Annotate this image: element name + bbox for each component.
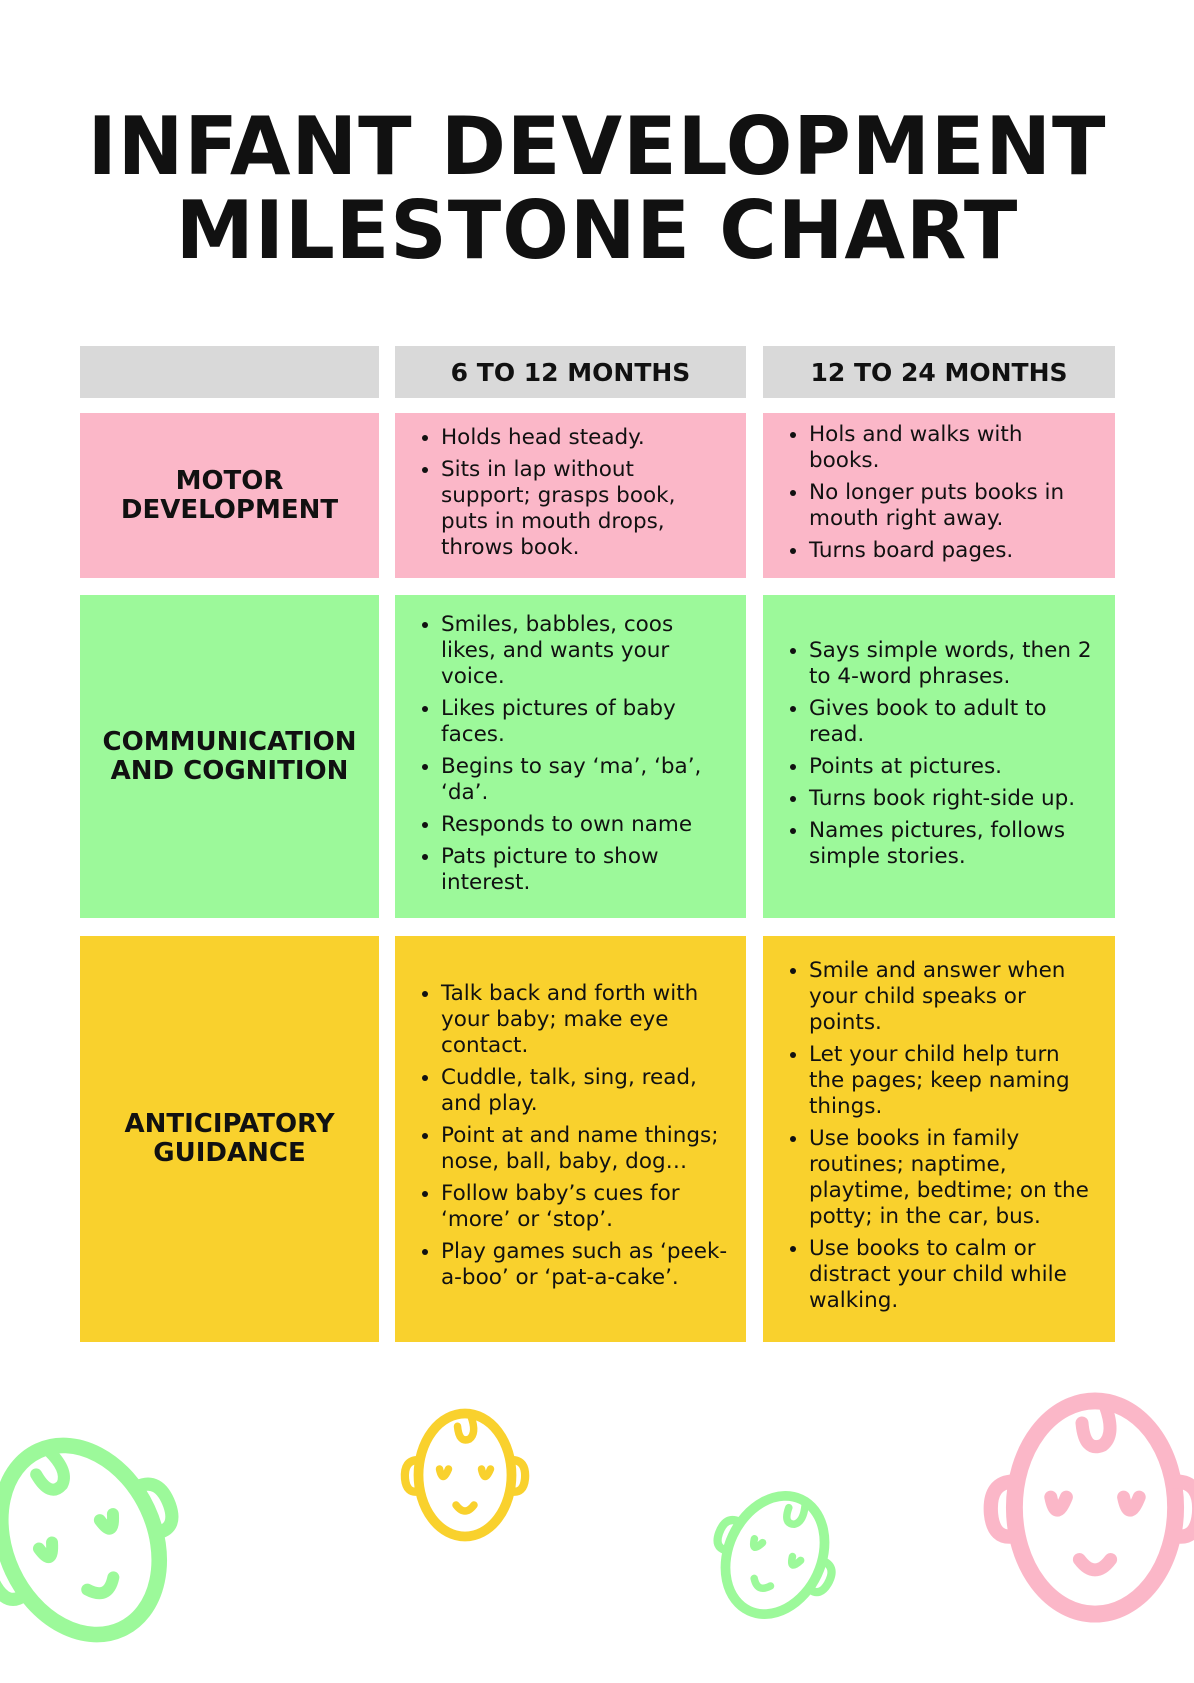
milestone-item: Names pictures, follows simple stories.: [809, 818, 1097, 870]
milestone-list: Holds head steady. Sits in lap without su…: [395, 425, 746, 567]
communication-12-24-cell: Says simple words, then 2 to 4-word phra…: [763, 595, 1115, 918]
milestone-item: Turns board pages.: [809, 538, 1097, 564]
milestone-item: Sits in lap without support; grasps book…: [441, 457, 728, 561]
milestone-item: Smile and answer when your child speaks …: [809, 958, 1097, 1036]
milestone-list: Hols and walks with books. No longer puts…: [763, 422, 1115, 570]
title-line-1: INFANT DEVELOPMENT: [87, 100, 1107, 193]
milestone-item: Gives book to adult to read.: [809, 696, 1097, 748]
milestone-item: Holds head steady.: [441, 425, 728, 451]
baby-face-icon: [0, 1437, 179, 1643]
milestone-item: Cuddle, talk, sing, read, and play.: [441, 1065, 728, 1117]
baby-face-icon: [983, 1392, 1194, 1623]
row-label-communication-cognition: COMMUNICATION AND COGNITION: [80, 595, 379, 918]
milestone-item: Use books to calm or distract your child…: [809, 1236, 1097, 1314]
row-label-anticipatory-guidance: ANTICIPATORY GUIDANCE: [80, 936, 379, 1342]
milestone-item: Says simple words, then 2 to 4-word phra…: [809, 638, 1097, 690]
milestone-item: Let your child help turn the pages; keep…: [809, 1042, 1097, 1120]
communication-6-12-cell: Smiles, babbles, coos likes, and wants y…: [395, 595, 746, 918]
milestone-item: Talk back and forth with your baby; make…: [441, 981, 728, 1059]
page-title: INFANT DEVELOPMENT MILESTONE CHART: [12, 105, 1182, 273]
milestone-list: Smiles, babbles, coos likes, and wants y…: [395, 612, 746, 902]
milestone-item: Point at and name things; nose, ball, ba…: [441, 1123, 728, 1175]
milestone-item: No longer puts books in mouth right away…: [809, 480, 1097, 532]
milestone-item: Smiles, babbles, coos likes, and wants y…: [441, 612, 728, 690]
milestone-list: Talk back and forth with your baby; make…: [395, 981, 746, 1297]
milestone-item: Points at pictures.: [809, 754, 1097, 780]
motor-12-24-cell: Hols and walks with books. No longer puts…: [763, 413, 1115, 578]
title-line-2: MILESTONE CHART: [175, 184, 1019, 277]
baby-face-icon: [400, 1408, 530, 1542]
milestone-item: Use books in family routines; naptime, p…: [809, 1126, 1097, 1230]
milestone-item: Begins to say ‘ma’, ‘ba’, ‘da’.: [441, 754, 728, 806]
guidance-6-12-cell: Talk back and forth with your baby; make…: [395, 936, 746, 1342]
milestone-list: Smile and answer when your child speaks …: [763, 958, 1115, 1320]
header-empty-cell: [80, 346, 379, 398]
milestone-item: Responds to own name: [441, 812, 728, 838]
milestone-list: Says simple words, then 2 to 4-word phra…: [763, 638, 1115, 876]
row-label-motor-development: MOTOR DEVELOPMENT: [80, 413, 379, 578]
milestone-item: Turns book right-side up.: [809, 786, 1097, 812]
milestone-item: Play games such as ‘peek-a-boo’ or ‘pat-…: [441, 1239, 728, 1291]
milestone-item: Pats picture to show interest.: [441, 844, 728, 896]
baby-face-icon: [713, 1491, 836, 1619]
milestone-item: Likes pictures of baby faces.: [441, 696, 728, 748]
milestone-item: Hols and walks with books.: [809, 422, 1097, 474]
guidance-12-24-cell: Smile and answer when your child speaks …: [763, 936, 1115, 1342]
milestone-item: Follow baby’s cues for ‘more’ or ‘stop’.: [441, 1181, 728, 1233]
header-6-to-12-months: 6 TO 12 MONTHS: [395, 346, 746, 398]
header-12-to-24-months: 12 TO 24 MONTHS: [763, 346, 1115, 398]
motor-6-12-cell: Holds head steady. Sits in lap without su…: [395, 413, 746, 578]
